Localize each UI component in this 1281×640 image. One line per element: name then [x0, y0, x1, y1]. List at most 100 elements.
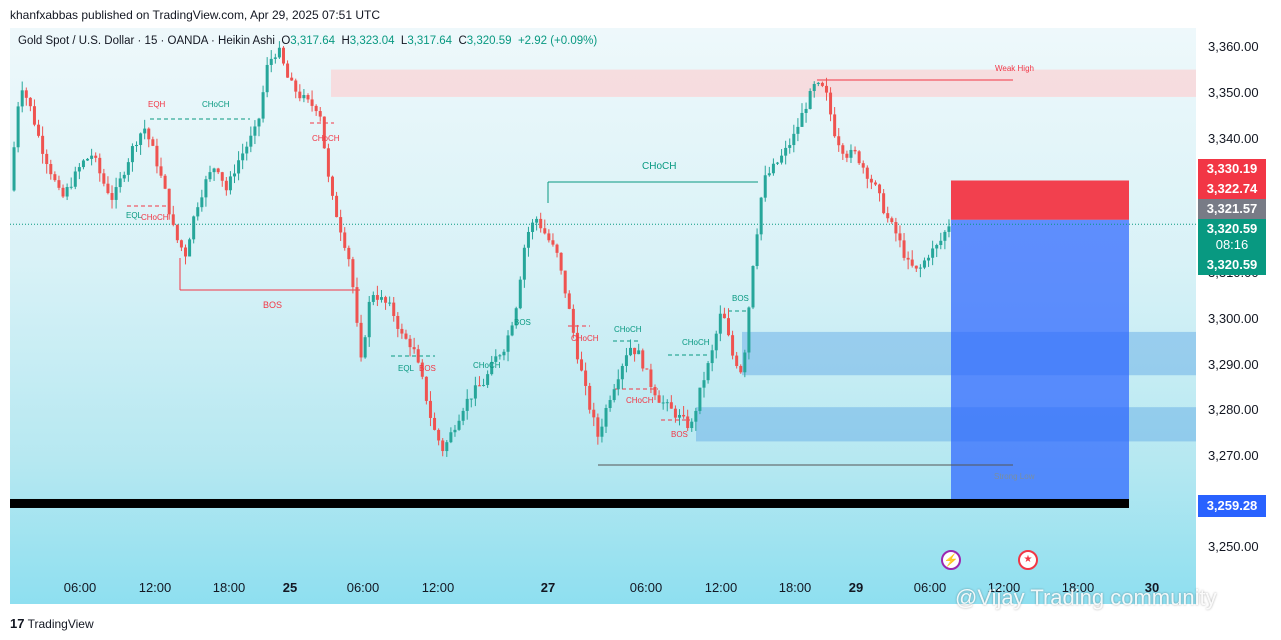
candle-body	[86, 158, 90, 161]
candle-body	[420, 362, 424, 377]
target-level-line	[10, 498, 1129, 508]
stop-loss-zone	[951, 180, 1129, 220]
price-chart[interactable]	[10, 28, 1196, 604]
price-axis[interactable]: 3,360.00 3,350.00 3,340.00 3,310.00 3,30…	[1196, 28, 1281, 604]
candle-body	[902, 240, 906, 258]
candle-body	[784, 147, 788, 156]
label-strong-low: Strong Low	[994, 472, 1035, 481]
candle-body	[290, 77, 294, 81]
candle-body	[616, 379, 620, 390]
chart-area[interactable]: Gold Spot / U.S. Dollar · 15 · OANDA · H…	[10, 28, 1196, 604]
candle-body	[506, 335, 510, 352]
candle-body	[841, 145, 845, 154]
label-bos: BOS	[514, 318, 531, 327]
target-price-badge: 3,259.28	[1198, 495, 1266, 517]
time-tick: 06:00	[63, 580, 97, 595]
candle-body	[392, 302, 396, 316]
candle-body	[139, 133, 143, 145]
candle-body	[204, 179, 208, 198]
candle-body	[159, 166, 163, 176]
candle-body	[649, 369, 653, 387]
candle-body	[45, 153, 49, 165]
lightning-event-icon[interactable]: ⚡	[941, 550, 961, 570]
candle-body	[580, 359, 584, 371]
candle-body	[351, 259, 355, 288]
candle-body	[531, 222, 535, 232]
candle-body	[947, 226, 951, 232]
candle-body	[800, 112, 804, 127]
price-tick: 3,360.00	[1208, 39, 1259, 54]
candle-body	[567, 293, 571, 309]
candle-body	[135, 144, 139, 147]
candle-body	[200, 197, 204, 208]
candle-body	[175, 224, 179, 241]
candle-body	[796, 126, 800, 134]
candle-body	[657, 395, 661, 403]
us-flag-event-icon[interactable]: ★	[1018, 550, 1038, 570]
candle-body	[400, 328, 404, 334]
candle-body	[633, 347, 637, 355]
label-choch: CHoCH	[473, 361, 501, 370]
candle-body	[143, 128, 147, 134]
price-tick: 3,340.00	[1208, 131, 1259, 146]
candle-body	[653, 386, 657, 396]
candle-body	[833, 114, 837, 137]
candle-body	[322, 116, 326, 149]
time-tick: 06:00	[629, 580, 663, 595]
tradingview-logo[interactable]: 17 TradingView	[10, 616, 94, 631]
candle-body	[16, 106, 20, 148]
candle-body	[330, 176, 334, 196]
candle-body	[433, 417, 437, 430]
candle-body	[771, 163, 775, 174]
candle-body	[224, 180, 228, 191]
candle-body	[257, 118, 261, 127]
candle-body	[743, 352, 747, 373]
top-bar: khanfxabbas published on TradingView.com…	[0, 0, 1281, 28]
candle-body	[714, 333, 718, 351]
candle-body	[669, 402, 673, 409]
candle-body	[731, 335, 735, 356]
candle-body	[641, 350, 645, 369]
tv-logo-icon: 17	[10, 616, 25, 631]
candle-body	[106, 183, 110, 194]
candle-body	[682, 414, 686, 417]
candle-body	[220, 172, 224, 181]
candle-body	[837, 136, 841, 146]
candle-body	[931, 248, 935, 258]
candle-body	[277, 47, 281, 58]
candle-body	[57, 180, 61, 188]
candle-body	[339, 217, 343, 233]
candle-body	[755, 234, 759, 267]
candle-body	[465, 398, 469, 411]
candle-body	[910, 259, 914, 266]
candle-body	[849, 149, 853, 158]
label-choch-main: CHoCH	[642, 161, 677, 172]
candle-body	[20, 90, 24, 107]
high-value: 3,323.04	[349, 35, 395, 47]
candle-body	[110, 193, 114, 200]
low-value: 3,317.64	[407, 35, 453, 47]
candle-body	[535, 218, 539, 223]
candle-body	[637, 350, 641, 355]
candle-body	[314, 105, 318, 112]
candle-body	[388, 302, 392, 304]
candle-body	[482, 384, 486, 386]
candle-body	[686, 416, 690, 429]
price-tick: 3,280.00	[1208, 402, 1259, 417]
candle-body	[629, 347, 633, 356]
candle-body	[922, 260, 926, 268]
close-value: 3,320.59	[466, 35, 512, 47]
candle-body	[155, 145, 159, 167]
candle-body	[539, 218, 543, 229]
candle-body	[281, 47, 285, 64]
candle-body	[718, 313, 722, 334]
label-choch: CHoCH	[626, 396, 654, 405]
candle-body	[918, 267, 922, 269]
candle-body	[196, 207, 200, 217]
candle-body	[298, 91, 302, 99]
label-choch: CHoCH	[202, 100, 230, 109]
candle-body	[522, 247, 526, 280]
candle-body	[486, 374, 490, 385]
candle-body	[367, 301, 371, 338]
candle-body	[326, 148, 330, 177]
